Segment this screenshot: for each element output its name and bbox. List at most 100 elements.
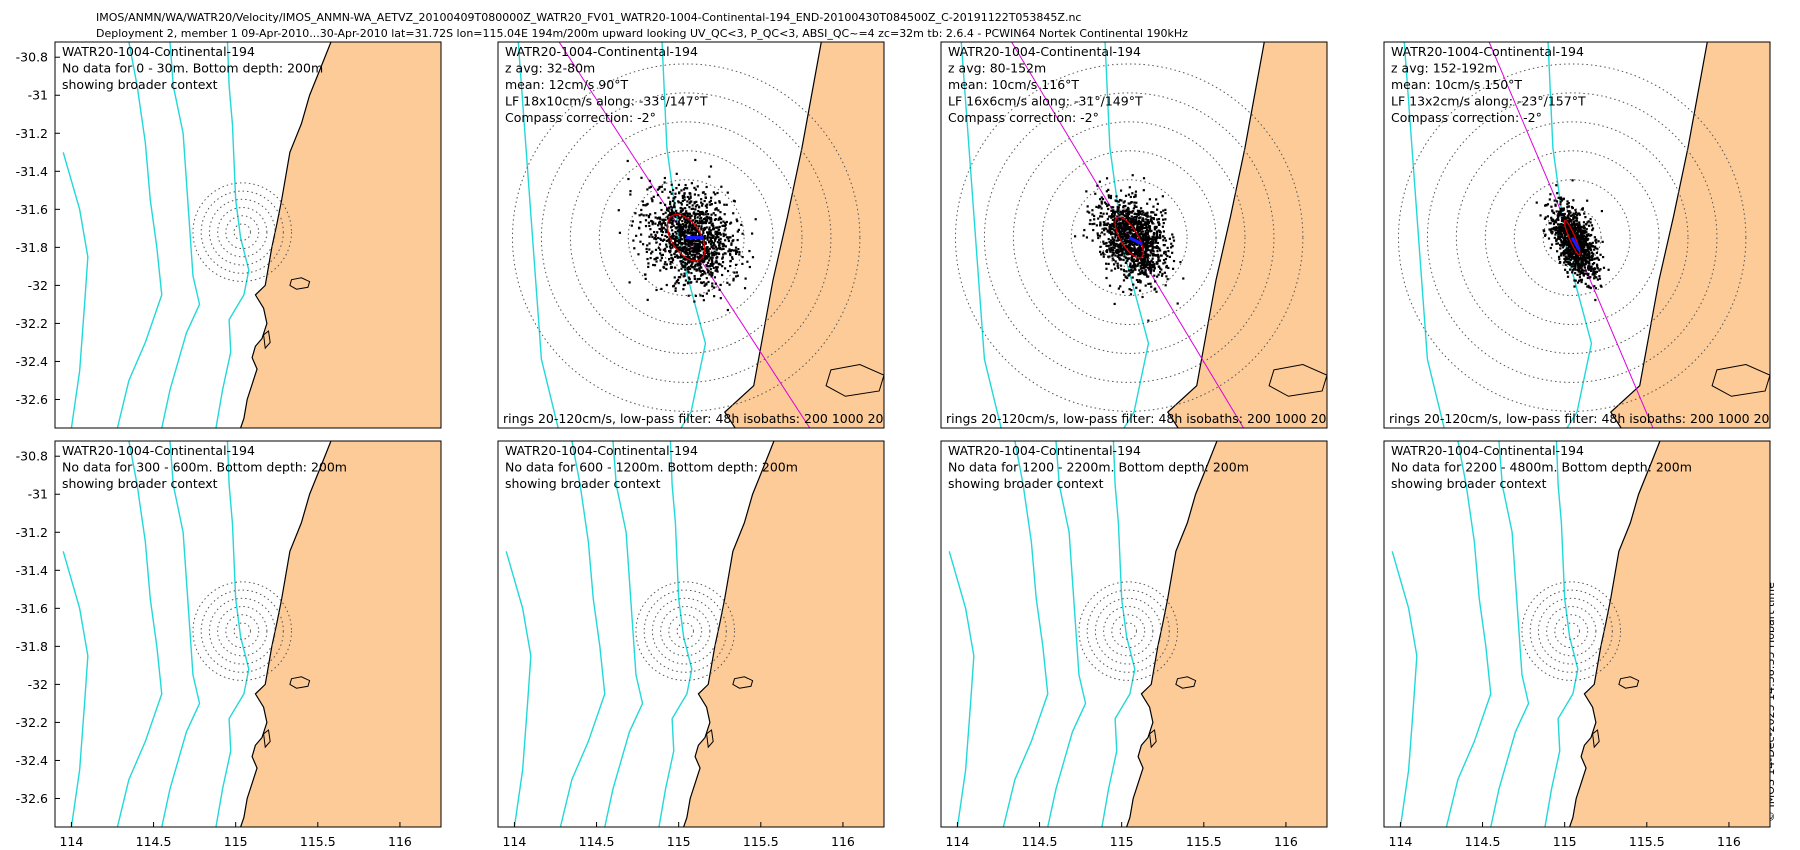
scatter-point: [646, 202, 649, 206]
axes-frame: [940, 41, 1328, 429]
scatter-point: [1099, 224, 1102, 227]
scatter-point: [724, 221, 727, 224]
scatter-point: [671, 257, 674, 260]
scatter-point: [1127, 210, 1130, 213]
scatter-point: [1112, 210, 1115, 214]
scatter-point: [1093, 222, 1096, 225]
scatter-point: [683, 198, 686, 201]
scatter-point: [1585, 253, 1588, 256]
scatter-point: [1134, 235, 1138, 239]
scatter-point: [675, 187, 678, 190]
scatter-point: [666, 207, 669, 210]
scatter-point: [1557, 223, 1560, 226]
scatter-point: [729, 253, 732, 257]
scatter-point: [1161, 225, 1165, 228]
scatter-point: [1106, 222, 1110, 225]
scatter-point: [1111, 238, 1115, 241]
y-tick-label: -31.4: [16, 563, 48, 578]
scatter-point: [1141, 266, 1144, 269]
scatter-point: [664, 228, 667, 231]
scatter-point: [646, 244, 649, 247]
scatter-point: [684, 261, 687, 264]
scatter-point: [1155, 198, 1158, 201]
y-tick-label: -32.2: [16, 715, 48, 730]
scatter-point: [1101, 251, 1105, 254]
scatter-point: [712, 226, 715, 230]
scatter-point: [1117, 248, 1120, 251]
scatter-point: [689, 264, 693, 267]
scatter-point: [1150, 216, 1153, 220]
scatter-point: [1583, 252, 1586, 255]
scatter-point: [1135, 212, 1138, 216]
panel-text-line-2: z avg: 152-192m: [1391, 61, 1497, 76]
scatter-point: [1567, 227, 1570, 230]
scatter-point: [664, 247, 667, 251]
scatter-point: [660, 229, 664, 232]
scatter-point: [1553, 220, 1557, 224]
scatter-point: [1121, 250, 1124, 253]
land-area: [1126, 441, 1327, 827]
scatter-point: [662, 266, 666, 269]
scatter-point: [1139, 212, 1142, 215]
scatter-point: [1565, 260, 1568, 263]
scatter-point: [1115, 195, 1118, 198]
scatter-point: [1159, 249, 1162, 252]
scatter-point: [1118, 250, 1121, 253]
scatter-point: [1563, 234, 1566, 238]
scatter-point: [1135, 201, 1138, 204]
scatter-point: [682, 248, 685, 251]
scatter-point: [710, 203, 713, 206]
scatter-point: [1163, 271, 1166, 274]
scatter-point: [1150, 268, 1153, 271]
scatter-point: [696, 246, 699, 249]
scatter-point: [1098, 180, 1101, 183]
scatter-point: [704, 213, 707, 216]
scatter-point: [713, 237, 717, 241]
isobath-4000: [948, 551, 975, 827]
x-tick-label: 114.5: [136, 834, 172, 849]
scatter-point: [1095, 224, 1098, 227]
scatter-point: [1576, 281, 1580, 284]
y-tick-label: -31.6: [16, 202, 48, 217]
scatter-point: [1129, 264, 1132, 267]
scatter-point: [1147, 224, 1151, 228]
y-tick-label: -31.2: [16, 126, 48, 141]
scatter-point: [1108, 248, 1111, 251]
scatter-point: [669, 247, 672, 250]
scatter-point: [1584, 236, 1588, 239]
scatter-point: [1126, 223, 1129, 226]
scatter-point: [702, 247, 706, 251]
scatter-point: [681, 249, 685, 253]
scatter-point: [1137, 220, 1140, 223]
scatter-point: [1116, 206, 1119, 209]
scatter-point: [1590, 251, 1593, 254]
scatter-point: [1108, 227, 1111, 230]
scatter-point: [1100, 200, 1103, 203]
scatter-point: [1150, 259, 1153, 262]
scatter-point: [1558, 214, 1561, 217]
header-line-1: IMOS/ANMN/WA/WATR20/Velocity/IMOS_ANMN-W…: [96, 11, 1081, 24]
scatter-point: [709, 232, 712, 235]
scatter-point: [651, 223, 654, 226]
scatter-point: [674, 195, 677, 199]
scatter-point: [1565, 216, 1568, 219]
scatter-point: [722, 232, 725, 235]
scatter-point: [1103, 233, 1106, 236]
scatter-point: [1557, 215, 1560, 218]
scatter-point: [690, 263, 693, 266]
isobath-200: [1547, 42, 1593, 428]
scatter-point: [1119, 250, 1122, 253]
scatter-point: [1138, 211, 1142, 214]
scatter-point: [730, 256, 734, 259]
panel-text-line-2: No data for 0 - 30m. Bottom depth: 200m: [62, 61, 323, 76]
scatter-point: [1585, 254, 1589, 257]
scatter-point: [1586, 273, 1589, 277]
scatter-point: [1160, 274, 1164, 277]
scatter-point: [1089, 219, 1092, 222]
scatter-point: [704, 237, 707, 240]
scatter-point: [1126, 231, 1129, 234]
scatter-point: [692, 251, 695, 254]
scatter-point: [1149, 251, 1152, 254]
scatter-point: [725, 203, 728, 206]
scatter-point: [679, 231, 683, 234]
